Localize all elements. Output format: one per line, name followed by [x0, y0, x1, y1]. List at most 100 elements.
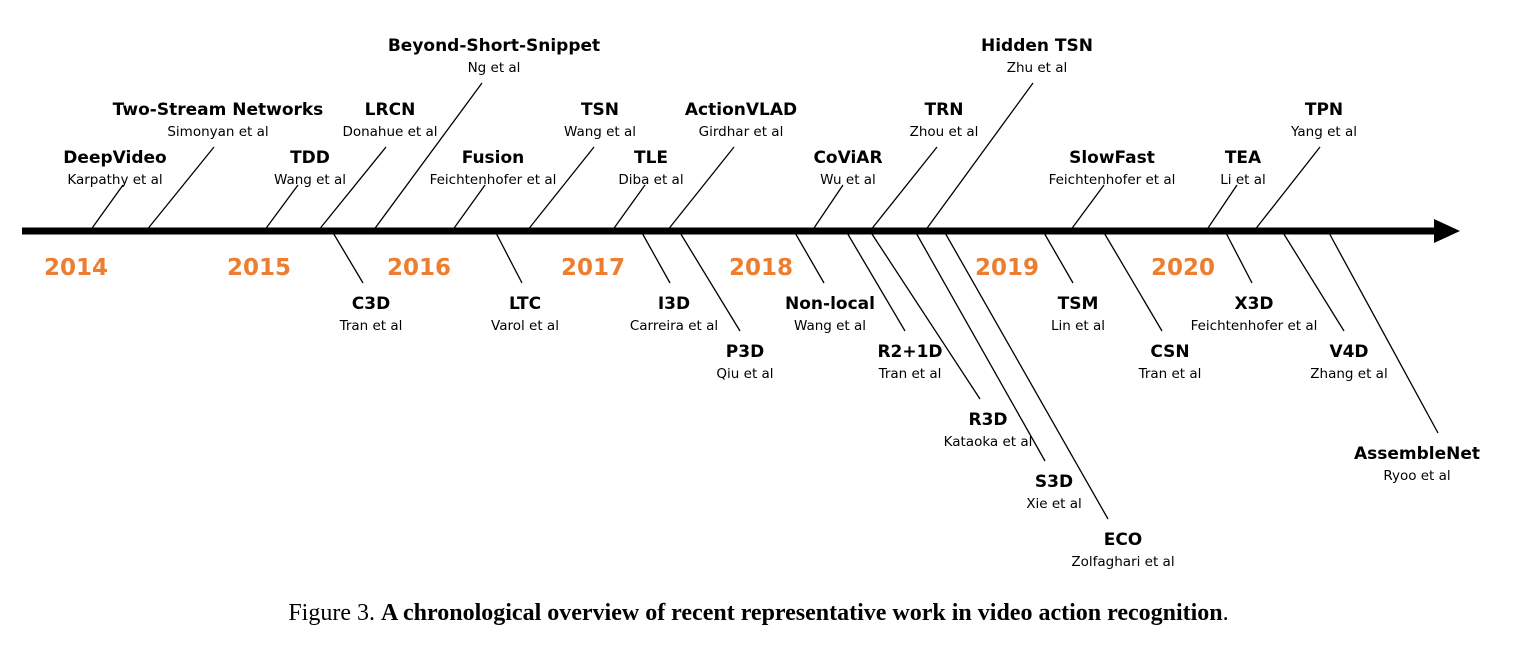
- method-authors: Tran et al: [1138, 366, 1202, 382]
- leader-line: [372, 82, 483, 232]
- method-entry: TDD Wang et al: [274, 148, 346, 188]
- method-authors: Varol et al: [491, 318, 559, 334]
- method-authors: Karpathy et al: [67, 172, 162, 188]
- method-name: TPN: [1305, 100, 1343, 120]
- method-authors: Tran et al: [339, 318, 403, 334]
- year-label: 2020: [1151, 255, 1215, 281]
- method-name: Non-local: [785, 294, 875, 314]
- leader-line: [451, 184, 486, 232]
- year-label: 2017: [561, 255, 625, 281]
- method-name: ECO: [1104, 530, 1143, 550]
- method-entry: Beyond-Short-Snippet Ng et al: [388, 36, 600, 76]
- method-entry: DeepVideo Karpathy et al: [63, 148, 166, 188]
- method-name: C3D: [352, 294, 390, 314]
- leader-line: [1253, 146, 1321, 232]
- method-name: CSN: [1150, 342, 1189, 362]
- method-entry: C3D Tran et al: [339, 294, 403, 334]
- leader-line: [793, 230, 825, 284]
- leader-line: [914, 230, 1046, 462]
- method-name: I3D: [658, 294, 690, 314]
- method-authors: Li et al: [1220, 172, 1265, 188]
- leader-line: [263, 184, 299, 232]
- leader-line: [943, 230, 1109, 520]
- method-authors: Diba et al: [618, 172, 683, 188]
- leader-line: [1327, 230, 1439, 434]
- method-name: Hidden TSN: [981, 36, 1093, 56]
- method-name: AssembleNet: [1354, 444, 1480, 464]
- method-entry: TPN Yang et al: [1290, 100, 1357, 140]
- figure-caption: Figure 3. A chronological overview of re…: [0, 600, 1517, 627]
- method-entry: Hidden TSN Zhu et al: [981, 36, 1093, 76]
- leader-line: [869, 146, 938, 232]
- method-name: R3D: [968, 410, 1007, 430]
- method-authors: Ryoo et al: [1383, 468, 1450, 484]
- method-authors: Carreira et al: [630, 318, 718, 334]
- leader-line: [1102, 230, 1163, 332]
- leader-line: [89, 184, 124, 232]
- method-authors: Lin et al: [1051, 318, 1105, 334]
- method-entry: TSM Lin et al: [1051, 294, 1105, 334]
- method-name: V4D: [1329, 342, 1368, 362]
- method-name: S3D: [1035, 472, 1073, 492]
- method-authors: Zhou et al: [910, 124, 979, 140]
- method-entry: ActionVLAD Girdhar et al: [685, 100, 797, 140]
- method-authors: Simonyan et al: [167, 124, 268, 140]
- method-authors: Zhu et al: [1007, 60, 1068, 76]
- method-name: Fusion: [462, 148, 525, 168]
- method-name: TSN: [581, 100, 619, 120]
- year-label: 2014: [44, 255, 108, 281]
- leader-line: [317, 146, 387, 232]
- method-name: TDD: [290, 148, 330, 168]
- caption-title: A chronological overview of recent repre…: [381, 600, 1223, 626]
- method-name: CoViAR: [813, 148, 882, 168]
- method-entry: TEA Li et al: [1220, 148, 1265, 188]
- method-authors: Xie et al: [1026, 496, 1082, 512]
- method-entry: I3D Carreira et al: [630, 294, 718, 334]
- leader-line: [331, 230, 364, 284]
- method-authors: Wang et al: [794, 318, 866, 334]
- leader-line: [1224, 230, 1253, 284]
- year-label: 2016: [387, 255, 451, 281]
- leader-line: [640, 230, 671, 284]
- method-name: TLE: [634, 148, 668, 168]
- method-entry: CoViAR Wu et al: [813, 148, 882, 188]
- method-authors: Zhang et al: [1310, 366, 1387, 382]
- method-authors: Ng et al: [468, 60, 521, 76]
- method-authors: Kataoka et al: [944, 434, 1033, 450]
- method-name: P3D: [726, 342, 764, 362]
- year-label: 2018: [729, 255, 793, 281]
- timeline-diagram: 2014 2015 2016 2017 2018 2019 2020 DeepVideo Ka…: [22, 36, 1480, 570]
- method-authors: Wang et al: [274, 172, 346, 188]
- leader-lines: [89, 82, 1439, 520]
- leader-line: [1281, 230, 1345, 332]
- method-authors: Feichtenhofer et al: [1191, 318, 1318, 334]
- method-entry: R3D Kataoka et al: [944, 410, 1033, 450]
- leader-line: [924, 82, 1034, 232]
- method-name: LTC: [509, 294, 541, 314]
- leader-line: [145, 146, 215, 232]
- method-entry: ECO Zolfaghari et al: [1071, 530, 1174, 570]
- leader-line: [811, 184, 844, 232]
- method-authors: Donahue et al: [342, 124, 437, 140]
- leader-line: [666, 146, 735, 232]
- method-entry: TSN Wang et al: [564, 100, 636, 140]
- leader-line: [611, 184, 646, 232]
- leader-line: [678, 230, 741, 332]
- method-entry: TLE Diba et al: [618, 148, 683, 188]
- method-authors: Zolfaghari et al: [1071, 554, 1174, 570]
- method-entry: P3D Qiu et al: [716, 342, 773, 382]
- method-entry: V4D Zhang et al: [1310, 342, 1387, 382]
- method-authors: Feichtenhofer et al: [1049, 172, 1176, 188]
- leader-line: [494, 230, 523, 284]
- method-authors: Yang et al: [1290, 124, 1357, 140]
- method-authors: Qiu et al: [716, 366, 773, 382]
- caption-suffix: .: [1222, 600, 1229, 626]
- leader-line: [526, 146, 595, 232]
- method-entry: S3D Xie et al: [1026, 472, 1082, 512]
- caption-prefix: Figure 3.: [288, 600, 375, 626]
- method-name: SlowFast: [1069, 148, 1155, 168]
- timeline-arrowhead: [1434, 219, 1460, 243]
- method-entry: LTC Varol et al: [491, 294, 559, 334]
- method-name: TRN: [925, 100, 964, 120]
- year-label: 2019: [975, 255, 1039, 281]
